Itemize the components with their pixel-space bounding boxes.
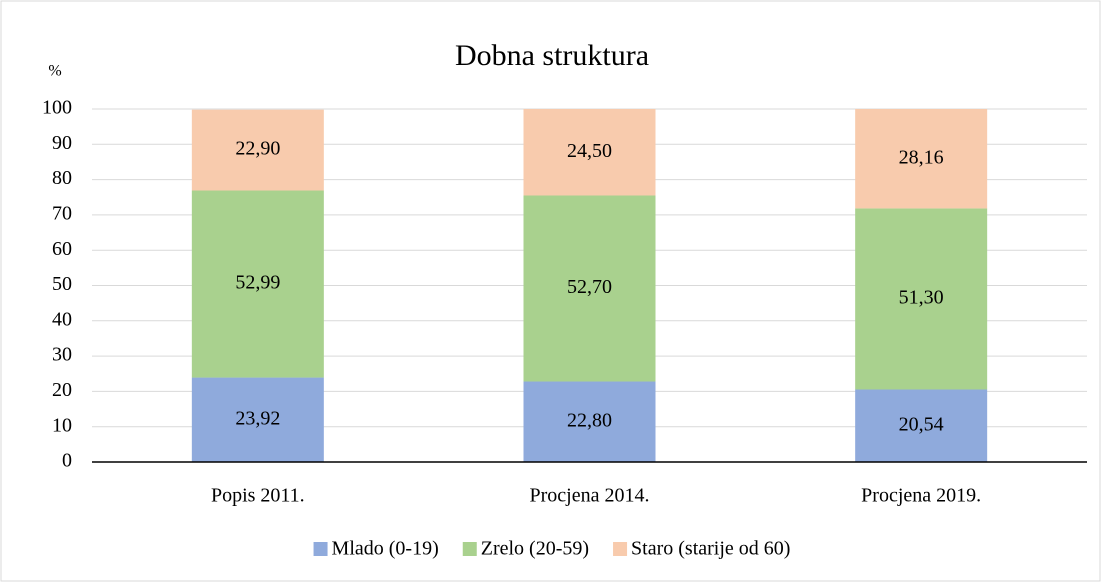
bar-segment <box>523 109 656 196</box>
y-tick-label: 60 <box>52 238 72 260</box>
bar-segment <box>855 109 988 209</box>
data-label: 24,50 <box>567 140 612 162</box>
y-tick-label: 40 <box>52 308 72 330</box>
chart-title: Dobna struktura <box>455 39 649 72</box>
data-label: 22,80 <box>567 409 612 431</box>
y-tick-label: 70 <box>52 202 72 224</box>
bar-segment <box>191 377 324 462</box>
data-label: 52,99 <box>235 272 280 294</box>
y-tick-label: 10 <box>52 414 72 436</box>
data-label: 20,54 <box>899 413 944 435</box>
y-tick-label: 0 <box>62 450 72 472</box>
bar-segment <box>523 195 656 382</box>
legend-label: Mlado (0-19) <box>332 538 439 560</box>
data-label: 23,92 <box>235 407 280 429</box>
y-tick-label: 50 <box>52 273 72 295</box>
data-label: 52,70 <box>567 276 612 298</box>
y-tick-label: 90 <box>52 132 72 154</box>
bar-segment <box>855 208 988 390</box>
legend-swatch <box>462 542 477 556</box>
x-tick-label: Procjena 2014. <box>530 485 650 507</box>
x-tick-label: Procjena 2019. <box>861 485 981 507</box>
y-tick-label: 100 <box>42 97 72 119</box>
bar-segment <box>191 109 324 191</box>
y-axis-label: % <box>48 63 61 80</box>
legend-swatch <box>313 542 328 556</box>
legend-label: Zrelo (20-59) <box>481 538 589 560</box>
legend-swatch <box>613 542 628 556</box>
legend-label: Staro (starije od 60) <box>631 538 790 560</box>
y-tick-label: 30 <box>52 344 72 366</box>
y-tick-label: 20 <box>52 379 72 401</box>
data-label: 51,30 <box>899 287 944 309</box>
bar-segment <box>523 381 656 462</box>
x-tick-label: Popis 2011. <box>211 485 305 507</box>
data-label: 22,90 <box>235 138 280 160</box>
y-tick-label: 80 <box>52 167 72 189</box>
data-label: 28,16 <box>899 146 944 168</box>
bar-segment <box>191 190 324 378</box>
bar-segment <box>855 389 988 462</box>
